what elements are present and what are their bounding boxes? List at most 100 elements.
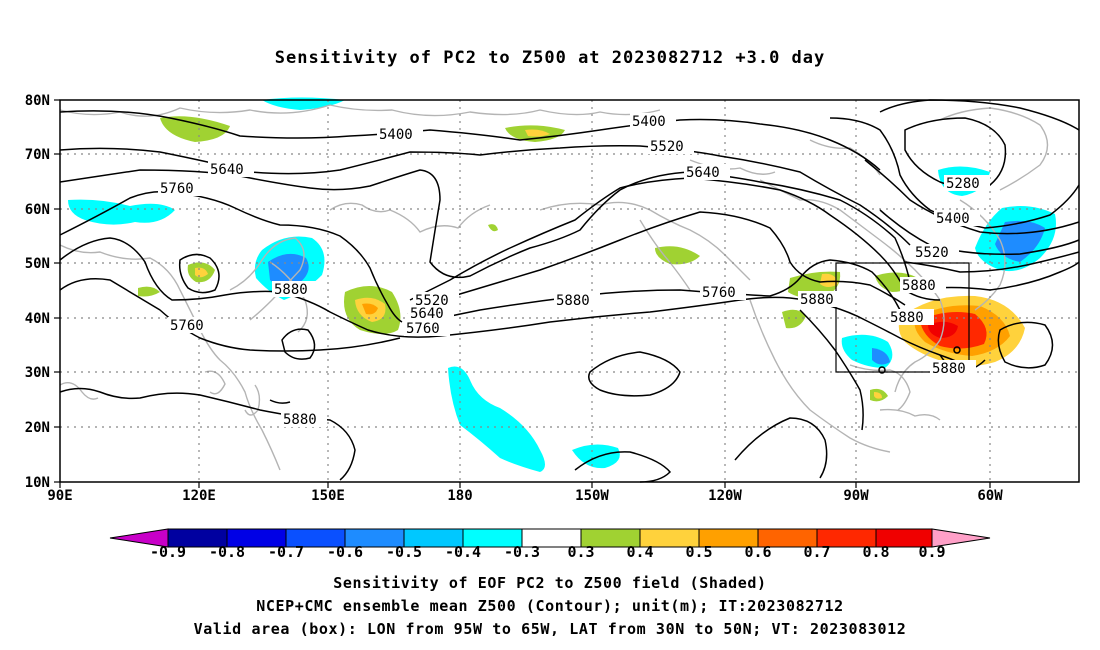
lon-label: 120E	[182, 488, 216, 504]
contour-label: 5760	[702, 285, 736, 301]
colorbar-label: 0.3	[567, 543, 594, 561]
contour-label: 5880	[283, 412, 317, 428]
contour-5880-loop-mex	[734, 417, 828, 479]
lat-axis-labels: 80N 70N 60N 50N 40N 30N 20N 10N	[25, 93, 50, 491]
lat-label: 40N	[25, 311, 50, 327]
colorbar-label: -0.6	[327, 543, 363, 561]
gridlines	[60, 100, 1079, 482]
contour-5640-west	[59, 169, 911, 283]
contour-5880-west	[59, 237, 976, 371]
contour-label: 5400	[379, 127, 413, 143]
contour-5880-bermuda	[799, 309, 864, 431]
contour-5760-east	[405, 259, 931, 327]
pos-region-kuril-red	[362, 303, 378, 315]
colorbar-label: 0.6	[744, 543, 771, 561]
colorbar: -0.9 -0.8 -0.7 -0.6 -0.5 -0.4 -0.3 0.3 0…	[109, 528, 991, 561]
contour-label: 5880	[274, 282, 308, 298]
lon-label: 180	[447, 488, 472, 504]
neg-region-japan-core	[268, 253, 309, 287]
pos-region-plains	[782, 309, 806, 329]
pos-region-siberia	[160, 116, 230, 142]
contour-label: 5880	[890, 310, 924, 326]
lon-axis-labels: 90E 120E 150E 180 150W 120W 90W 60W	[47, 488, 1003, 504]
contour-label: 5880	[556, 293, 590, 309]
colorbar-label: -0.8	[209, 543, 245, 561]
colorbar-label: -0.4	[445, 543, 481, 561]
caption-line-1: Sensitivity of EOF PC2 to Z500 field (Sh…	[333, 574, 767, 592]
contour-5880-loop-south	[574, 451, 672, 483]
colorbar-right-triangle	[931, 528, 991, 548]
colorbar-label: -0.5	[386, 543, 422, 561]
contour-5520-east	[409, 177, 941, 301]
lon-label: 90E	[47, 488, 72, 504]
neg-region-labrador-core	[995, 220, 1045, 262]
neg-region-gulf-core	[872, 348, 890, 365]
lon-label: 150E	[311, 488, 345, 504]
valid-area-box	[835, 262, 970, 373]
contour-east-4	[904, 251, 1080, 273]
contour-east-3	[879, 209, 1080, 256]
colorbar-label: 0.5	[685, 543, 712, 561]
contour-label: 5880	[800, 292, 834, 308]
contour-label: 5280	[946, 176, 980, 192]
lat-label: 80N	[25, 93, 50, 109]
pos-region-alaska	[655, 246, 700, 265]
plot-title: Sensitivity of PC2 to Z500 at 2023082712…	[274, 48, 826, 68]
contour-small-circle-2	[953, 346, 961, 354]
pos-region-china-core	[195, 267, 208, 278]
colorbar-label: -0.9	[150, 543, 186, 561]
contour-label: 5760	[406, 321, 440, 337]
contour-east-loop	[997, 321, 1054, 369]
contour-label: 5760	[160, 181, 194, 197]
colorbar-label: 0.7	[803, 543, 830, 561]
contour-5880-loop-central	[588, 351, 681, 397]
lat-label: 70N	[25, 147, 50, 163]
pos-region-florida-core	[874, 392, 882, 399]
lat-label: 60N	[25, 202, 50, 218]
lat-label: 50N	[25, 256, 50, 272]
neg-region-pacific	[448, 366, 545, 472]
contour-label: 5760	[170, 318, 204, 334]
contour-5400-west	[59, 110, 881, 171]
contour-labels: 5400 5400 5520 5640 5760 5280 5400 5520 …	[158, 113, 990, 428]
caption-line-3: Valid area (box): LON from 95W to 65W, L…	[193, 620, 907, 638]
neg-region-asia-west	[68, 199, 175, 225]
contour-label: 5880	[902, 278, 936, 294]
contour-5880-loop-pacific-small	[281, 328, 316, 360]
colorbar-label: -0.7	[268, 543, 304, 561]
contour-small-circle-1	[878, 366, 886, 374]
colorbar-label: 0.9	[918, 543, 945, 561]
pos-region-arctic-core	[525, 129, 550, 137]
pos-region-asia-small	[138, 286, 160, 297]
contour-5760-asia-south	[59, 278, 401, 352]
map-frame	[59, 99, 1080, 483]
pos-region-pac-small	[488, 224, 498, 232]
neg-region-pacific-2	[572, 444, 620, 469]
contour-5640-east	[407, 211, 906, 315]
lat-label: 10N	[25, 475, 50, 491]
contour-5400-east-left	[829, 117, 1080, 229]
colorbar-label: -0.3	[504, 543, 540, 561]
contour-5880-pacific-south	[59, 387, 356, 481]
contour-label: 5520	[915, 245, 949, 261]
contour-label: 5520	[650, 139, 684, 155]
contour-label: 5640	[410, 306, 444, 322]
contour-5880-loop-asia	[178, 253, 220, 294]
contour-label: 5400	[632, 114, 666, 130]
lon-label: 90W	[843, 488, 869, 504]
tick-marks	[54, 99, 991, 488]
colorbar-label: 0.8	[862, 543, 889, 561]
contour-east-5	[914, 261, 1080, 291]
contour-label: 5640	[210, 162, 244, 178]
lon-label: 150W	[575, 488, 609, 504]
caption-line-2: NCEP+CMC ensemble mean Z500 (Contour); u…	[256, 597, 844, 615]
contour-5880-japan-sea	[269, 399, 291, 404]
pos-region-canada-core	[820, 273, 838, 287]
lat-label: 30N	[25, 365, 50, 381]
lon-label: 60W	[977, 488, 1003, 504]
contour-label: 5400	[936, 211, 970, 227]
contour-5760-west	[59, 190, 403, 323]
contour-label: 5880	[932, 361, 966, 377]
contour-label: 5640	[686, 165, 720, 181]
